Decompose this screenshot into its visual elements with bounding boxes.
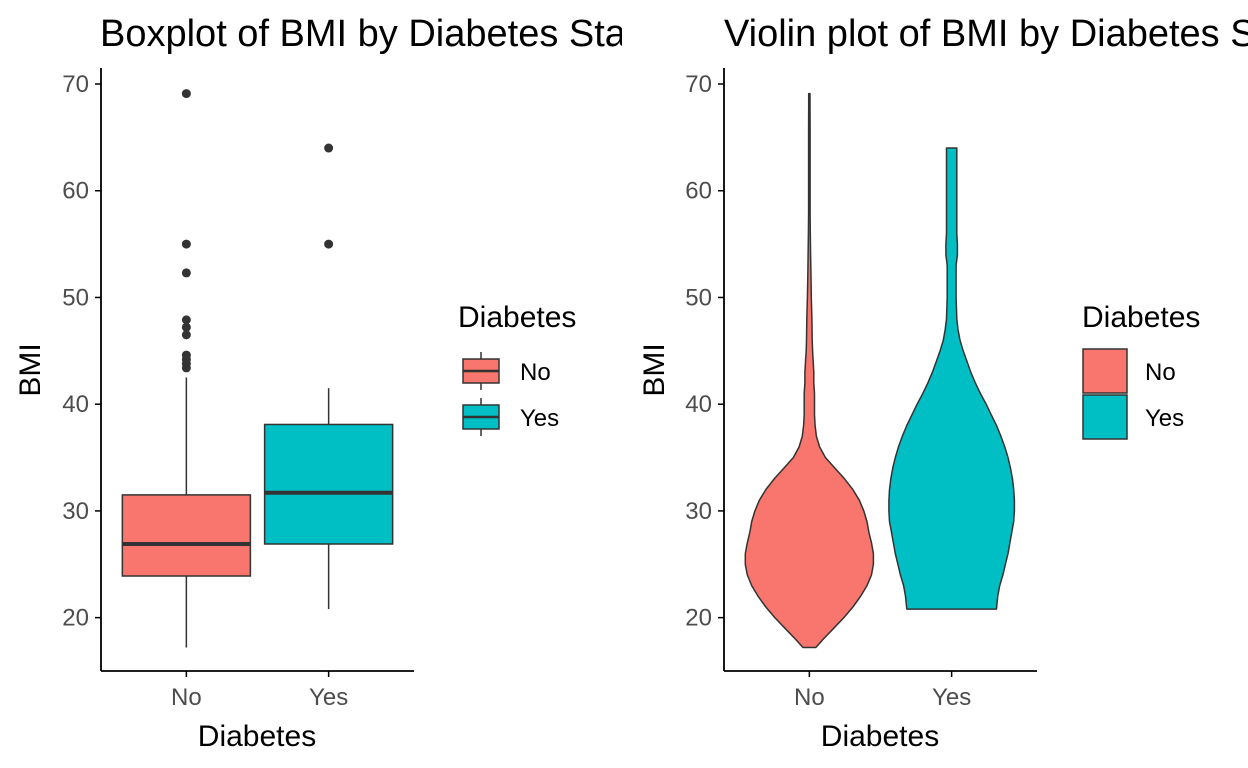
violin-panel: Violin plot of BMI by Diabetes Status 20… (624, 0, 1248, 753)
violin-legend-label-yes: Yes (1145, 405, 1184, 432)
violin-legend-title: Diabetes (1082, 301, 1200, 334)
outlier-point (324, 143, 334, 153)
x-tick-label-yes: Yes (932, 684, 971, 711)
violin-legend-label-no: No (1145, 359, 1176, 386)
boxplot-title: Boxplot of BMI by Diabetes Status (100, 13, 677, 55)
outlier-point (181, 330, 191, 340)
box-iqr (263, 423, 394, 545)
box-iqr (121, 494, 252, 577)
outlier-point (181, 239, 191, 249)
x-tick-label-no: No (171, 684, 202, 711)
violin-title-background (624, 0, 1248, 60)
y-tick-label: 20 (685, 605, 712, 632)
boxplot-y-axis-title: BMI (14, 343, 47, 396)
violin-plot-area (744, 92, 1016, 649)
boxplot-legend-key-yes (462, 398, 500, 436)
violin-no (744, 92, 875, 649)
violin-y-ticks: 20 30 40 50 60 70 (685, 71, 724, 632)
title-clip-mask (622, 0, 624, 60)
boxplot-legend-label-no: No (520, 359, 551, 386)
boxplot-legend-key-no (462, 352, 500, 390)
y-tick-label: 20 (62, 605, 89, 632)
outlier-point (324, 239, 334, 249)
y-tick-label: 30 (685, 498, 712, 525)
y-tick-label: 30 (62, 498, 89, 525)
violin-title: Violin plot of BMI by Diabetes Status (724, 13, 1248, 55)
violin-y-axis-title: BMI (638, 343, 671, 396)
y-tick-label: 40 (62, 391, 89, 418)
y-tick-label: 70 (62, 71, 89, 98)
x-tick-label-no: No (794, 684, 825, 711)
violin-x-ticks: No Yes (794, 671, 971, 711)
boxplot-x-ticks: No Yes (171, 671, 348, 711)
violin-yes (888, 147, 1016, 610)
violin-x-axis-title: Diabetes (821, 720, 939, 753)
boxplot-plot-area (121, 89, 394, 648)
box-yes (263, 143, 394, 610)
boxplot-y-ticks: 20 30 40 50 60 70 (62, 71, 101, 632)
outlier-point (181, 322, 191, 332)
violin-legend: Diabetes No Yes (1082, 301, 1200, 440)
violin-legend-swatch-yes (1082, 394, 1128, 440)
boxplot-legend: Diabetes No Yes (458, 301, 576, 436)
y-tick-label: 60 (685, 178, 712, 205)
box-no (121, 89, 252, 648)
x-tick-label-yes: Yes (309, 684, 348, 711)
outlier-point (181, 315, 191, 325)
y-tick-label: 40 (685, 391, 712, 418)
outlier-point (181, 89, 191, 99)
outlier-point (181, 350, 191, 360)
y-tick-label: 50 (685, 284, 712, 311)
violin-legend-swatch-no (1082, 348, 1128, 394)
boxplot-legend-label-yes: Yes (520, 405, 559, 432)
boxplot-panel: Boxplot of BMI by Diabetes Status 20 30 40… (14, 13, 677, 753)
y-tick-label: 60 (62, 178, 89, 205)
y-tick-label: 50 (62, 284, 89, 311)
boxplot-legend-title: Diabetes (458, 301, 576, 334)
outlier-point (181, 268, 191, 278)
boxplot-x-axis-title: Diabetes (198, 720, 316, 753)
y-tick-label: 70 (685, 71, 712, 98)
